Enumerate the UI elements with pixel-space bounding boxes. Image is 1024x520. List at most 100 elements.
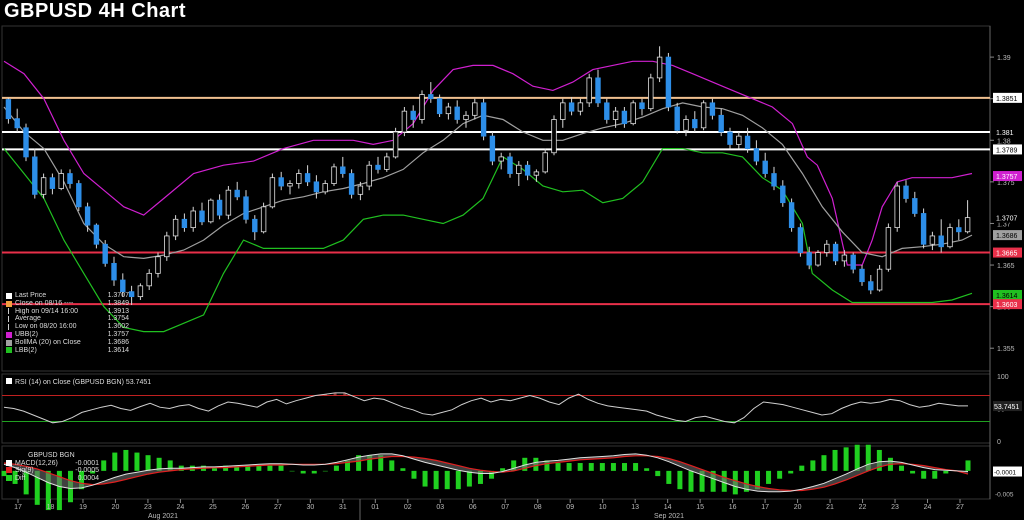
price-flag-label: 1.381 — [996, 130, 1014, 137]
macd-diff-bar — [45, 470, 51, 511]
macd-diff-bar — [367, 455, 373, 471]
candle-bull — [225, 189, 232, 216]
macd-legend-row: MACD(12,26) -0.0001 — [6, 459, 99, 468]
candle-bull — [269, 177, 276, 208]
macd-diff-bar — [34, 470, 40, 505]
x-tick-label: 14 — [664, 504, 672, 511]
candle-bear — [410, 110, 416, 120]
x-tick-label: 19 — [79, 504, 87, 511]
macd-diff-bar — [256, 465, 262, 471]
candle-bear — [375, 164, 381, 170]
candle-bear — [709, 102, 716, 116]
candle-bull — [577, 102, 584, 112]
macd-diff-bar — [710, 470, 716, 492]
rsi-label-text: RSI (14) on Close (GBPUSD BGN) 53.7451 — [15, 379, 152, 386]
rsi-flag-label: 53.7451 — [994, 404, 1019, 411]
green-square-icon — [6, 347, 12, 354]
macd-diff-bar — [411, 470, 417, 479]
legend-value: 1.3707 — [107, 292, 129, 299]
macd-diff-bar — [90, 470, 96, 474]
x-tick-label: 17 — [761, 504, 769, 511]
macd-flag-label: -0.0001 — [994, 470, 1016, 477]
candle-bear — [348, 173, 355, 195]
macd-diff-bar — [500, 468, 506, 471]
orange-square-icon — [6, 300, 12, 307]
x-tick-label: 01 — [371, 504, 379, 511]
price-flag-label: 1.3614 — [996, 293, 1018, 300]
x-tick-label: 02 — [404, 504, 412, 511]
macd-diff-bar — [899, 465, 905, 471]
macd-diff-bar — [666, 470, 672, 484]
price-flag — [993, 230, 1022, 241]
macd-diff-bar — [145, 455, 151, 471]
macd-legend-value: 0.0004 — [77, 474, 99, 482]
rsi-line — [3, 392, 968, 424]
price-flag — [993, 212, 1022, 223]
candle-bear — [595, 77, 601, 104]
rsi-flag — [993, 401, 1022, 412]
macd-diff-bar — [23, 470, 29, 495]
candle-bear — [604, 102, 610, 120]
macd-legend-value: -0.0005 — [75, 467, 99, 475]
macd-diff-bar — [633, 463, 639, 471]
candle-bull — [384, 156, 390, 170]
macd-diff-bar — [267, 465, 273, 471]
macd-diff-bar — [234, 465, 240, 471]
candle-bear — [920, 213, 927, 245]
candle-bull — [533, 171, 540, 176]
macd-diff-bar — [766, 470, 772, 484]
candle-bull — [648, 77, 654, 110]
candle-bull — [137, 285, 144, 298]
legend-label: Low on 08/20 16:00 — [15, 323, 77, 331]
chart-title: GBPUSD 4H Chart — [4, 0, 186, 22]
macd-line — [3, 453, 969, 493]
macd-diff-bar — [278, 465, 284, 471]
low-tick-icon — [8, 324, 12, 331]
macd-diff-bar — [12, 470, 18, 484]
x-tick-label: 23 — [144, 504, 152, 511]
candle-bear — [199, 210, 205, 223]
price-flag — [993, 144, 1022, 155]
candle-bear — [14, 118, 20, 129]
x-tick-label: 22 — [859, 504, 867, 511]
candle-bull — [208, 199, 214, 223]
candle-bull — [445, 106, 452, 115]
legend-row: Average 1.3754 — [6, 315, 129, 323]
candle-bear — [436, 98, 443, 115]
candle-bull — [463, 114, 469, 120]
macd-diff-bar — [644, 468, 650, 471]
legend-square-icon — [6, 474, 12, 481]
candle-bear — [621, 110, 628, 125]
macd-diff-bar — [566, 463, 572, 471]
macd-diff-bar — [223, 465, 229, 471]
x-tick-label: 18 — [47, 504, 55, 511]
candle-bull — [155, 256, 161, 274]
macd-diff-bar — [311, 470, 317, 474]
candle-bull — [885, 227, 892, 270]
price-tick-label: 1.375 — [997, 180, 1015, 187]
price-flag-label: 1.3665 — [996, 251, 1018, 258]
macd-diff-bar — [854, 444, 860, 471]
candle-bull — [929, 235, 936, 245]
candle-bull — [947, 227, 953, 248]
white-square-icon — [6, 378, 12, 384]
candle-bear — [102, 243, 108, 264]
macd-signal-fill — [4, 453, 968, 492]
candle-bull — [419, 94, 425, 120]
candle-bear — [762, 160, 768, 174]
x-tick-label: 16 — [729, 504, 737, 511]
price-flag — [993, 126, 1022, 137]
macd-diff-bar — [289, 470, 295, 472]
legend-value: 1.3849 — [107, 299, 129, 307]
legend-value: 1.3614 — [107, 346, 129, 354]
candle-bull — [964, 217, 971, 233]
grey-square-icon — [6, 339, 12, 346]
x-tick-label: 23 — [891, 504, 899, 511]
macd-legend-label: MACD(12,26) — [15, 459, 58, 467]
macd-diff-bar — [422, 470, 428, 487]
macd-diff-bar — [965, 460, 971, 471]
legend-square-icon — [6, 459, 12, 466]
macd-diff-bar — [788, 470, 794, 474]
candle-bear — [744, 135, 751, 149]
magenta-square-icon — [6, 331, 12, 338]
